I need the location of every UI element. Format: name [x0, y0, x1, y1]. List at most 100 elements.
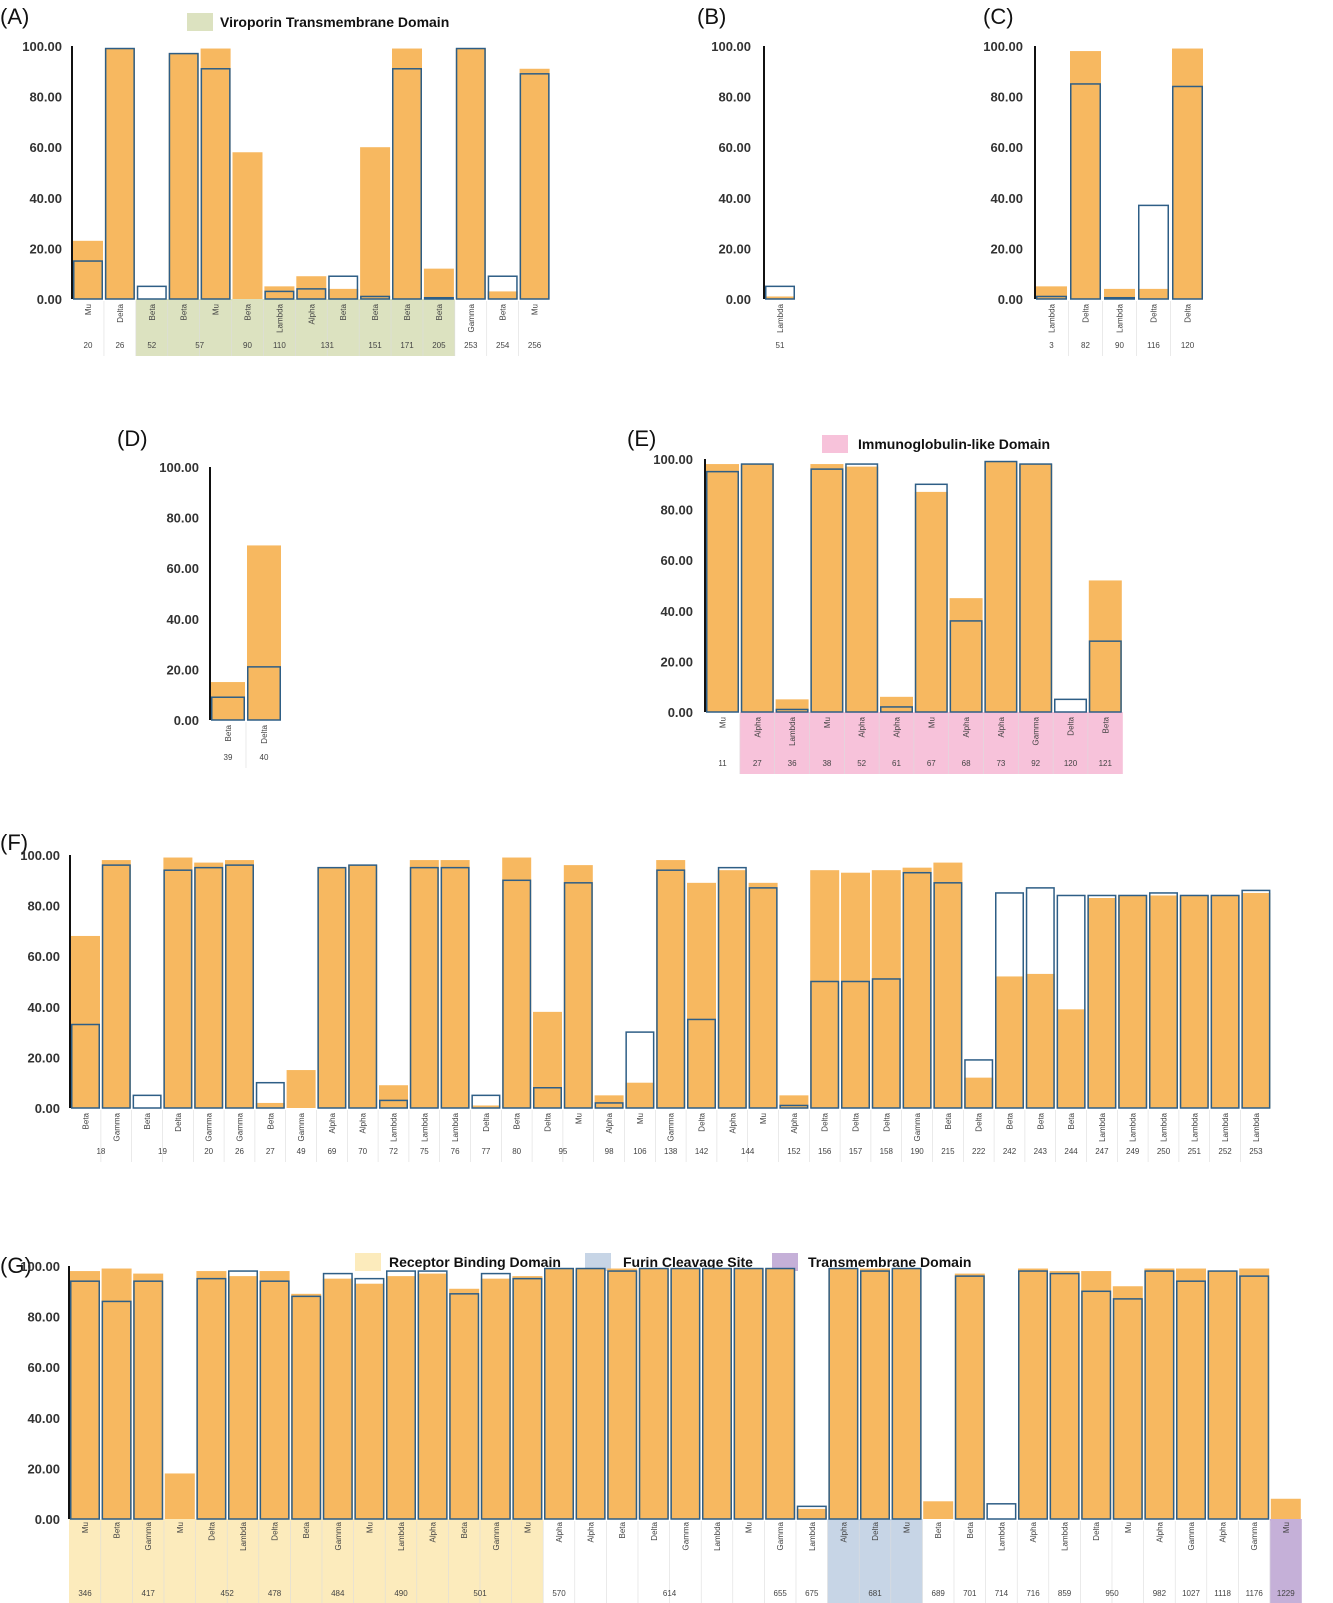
position-label: 72	[389, 1147, 398, 1156]
bar-outline	[360, 295, 391, 300]
bar-outline	[1081, 1290, 1112, 1520]
category-label: Mu	[823, 717, 832, 728]
position-label: 27	[266, 1147, 275, 1156]
position-label: 689	[932, 1589, 946, 1598]
y-tick-label: 40.00	[29, 191, 62, 206]
bar-outline	[1138, 204, 1169, 300]
bar-outline	[1144, 1270, 1175, 1520]
category-label: Gamma	[667, 1112, 676, 1141]
position-label: 243	[1034, 1147, 1048, 1156]
category-label: Gamma	[776, 1521, 785, 1550]
chart-g: 0.00 20.00 40.00 60.00 80.00 100.00 Mu Beta Gamm…	[20, 1259, 1302, 1603]
position-label: 252	[1218, 1147, 1232, 1156]
position-label: 75	[420, 1147, 429, 1156]
position-label: 36	[788, 759, 797, 768]
bar-filled	[409, 860, 439, 1108]
bar-filled	[286, 1070, 316, 1108]
position-label: 247	[1095, 1147, 1109, 1156]
bar-filled	[348, 865, 378, 1108]
category-label: Lambda	[788, 716, 797, 745]
category-label: Lambda	[1221, 1112, 1230, 1141]
category-label: Alpha	[728, 1112, 737, 1133]
category-label: Mu	[1124, 1522, 1133, 1533]
bar-filled	[164, 1473, 195, 1519]
bar-filled	[168, 53, 199, 300]
position-label: 242	[1003, 1147, 1017, 1156]
y-tick-label: 40.00	[990, 191, 1023, 206]
position-label: 142	[695, 1147, 709, 1156]
category-label: Alpha	[790, 1112, 799, 1133]
category-label: Alpha	[839, 1521, 848, 1542]
position-label: 222	[972, 1147, 986, 1156]
bar-outline	[132, 1094, 162, 1109]
bar-filled	[625, 1082, 655, 1108]
bar-outline	[417, 1270, 448, 1520]
position-label: 205	[432, 341, 446, 350]
panel-label-d: (D)	[117, 426, 148, 451]
y-tick-label: 40.00	[718, 191, 751, 206]
position-label: 215	[941, 1147, 955, 1156]
bar-outline	[1241, 889, 1271, 1109]
bar-outline	[348, 864, 378, 1109]
bar-filled	[670, 1268, 701, 1519]
bar-outline	[423, 296, 454, 300]
position-label: 158	[880, 1147, 894, 1156]
bar-outline	[594, 1102, 624, 1109]
bar-filled	[964, 1077, 994, 1108]
category-label: Delta	[544, 1112, 553, 1131]
category-label: Alpha	[858, 716, 867, 737]
position-label: 701	[963, 1589, 977, 1598]
position-label: 484	[331, 1589, 345, 1598]
position-label: 982	[1153, 1589, 1167, 1598]
legend-immunoglobulin: Immunoglobulin-like Domain	[822, 435, 1050, 453]
bar-outline	[1104, 296, 1135, 300]
bar-filled	[1049, 1271, 1080, 1519]
panel-label-a: (A)	[0, 4, 29, 29]
position-label: 92	[1031, 759, 1040, 768]
bar-filled	[954, 1273, 985, 1519]
y-tick-label: 60.00	[27, 949, 60, 964]
category-label: Alpha	[1219, 1521, 1228, 1542]
chart-b: 0.00 20.00 40.00 60.00 80.00 100.00 Lambda 51	[711, 39, 795, 350]
domain-band-transmembrane	[1269, 1519, 1302, 1603]
legend-receptor-binding: Receptor Binding Domain	[355, 1253, 561, 1271]
position-label: 20	[204, 1147, 213, 1156]
bar-outline	[563, 882, 593, 1109]
bar-outline	[409, 866, 439, 1109]
bar-filled	[706, 464, 739, 712]
position-label: 614	[663, 1589, 677, 1598]
bar-outline	[1056, 894, 1086, 1109]
bar-filled	[984, 461, 1018, 712]
category-label: Alpha	[997, 716, 1006, 737]
category-label: Alpha	[359, 1112, 368, 1133]
bar-outline	[902, 871, 932, 1109]
y-tick-label: 80.00	[990, 90, 1023, 105]
y-tick-label: 0.00	[35, 1101, 60, 1116]
position-label: 501	[473, 1589, 487, 1598]
position-label: 26	[115, 341, 124, 350]
position-label: 249	[1126, 1147, 1140, 1156]
bar-filled	[247, 545, 281, 720]
bar-filled	[455, 48, 486, 299]
bar-outline	[717, 866, 747, 1109]
bar-filled	[575, 1268, 606, 1519]
category-label: Beta	[403, 303, 412, 320]
category-label: Beta	[143, 1112, 152, 1129]
category-label: Alpha	[605, 1112, 614, 1133]
bar-filled	[70, 1271, 100, 1519]
bar-outline	[670, 1267, 701, 1520]
bar-outline	[733, 1267, 764, 1520]
bar-outline	[1036, 295, 1067, 300]
category-label: Beta	[371, 303, 380, 320]
bar-filled	[317, 867, 347, 1108]
category-label: Alpha	[753, 716, 762, 737]
position-label: 190	[910, 1147, 924, 1156]
category-label: Lambda	[1048, 303, 1057, 332]
bar-filled	[740, 464, 774, 712]
bar-filled	[104, 48, 135, 299]
y-tick-label: 60.00	[27, 1360, 60, 1375]
position-label: 157	[849, 1147, 863, 1156]
position-label: 253	[1249, 1147, 1263, 1156]
bar-filled	[949, 598, 983, 712]
category-label: Gamma	[467, 303, 476, 332]
